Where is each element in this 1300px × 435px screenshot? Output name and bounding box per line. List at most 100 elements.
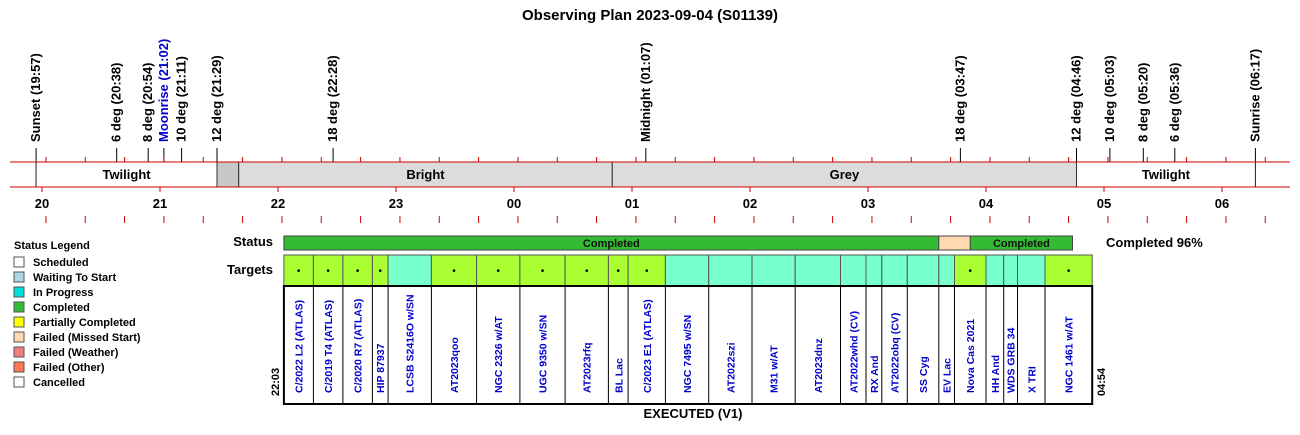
target-block <box>1003 254 1019 287</box>
target-name: AT2023rfq <box>582 342 594 393</box>
event-label: 6 deg (05:36) <box>1167 63 1182 142</box>
event-label: Sunrise (06:17) <box>1247 49 1262 142</box>
target-name: X TRI <box>1026 366 1038 393</box>
legend-label: In Progress <box>33 287 94 299</box>
target-marker: • <box>326 266 330 277</box>
legend-swatch <box>13 316 25 328</box>
period-band <box>216 161 240 188</box>
period-label: Grey <box>830 167 860 182</box>
targets-row-label: Targets <box>227 262 273 277</box>
status-segment-label: Completed <box>993 238 1050 250</box>
legend-swatch <box>13 361 25 373</box>
target-name: C/2022 L2 (ATLAS) <box>294 300 306 393</box>
target-name: NGC 1461 w/AT <box>1064 316 1076 393</box>
target-marker: • <box>452 266 456 277</box>
period-label: Bright <box>406 167 445 182</box>
target-block <box>751 254 796 287</box>
target-block <box>938 254 955 287</box>
target-marker: • <box>1067 266 1071 277</box>
target-marker: • <box>645 266 649 277</box>
target-block <box>840 254 867 287</box>
target-name: LCSB S2416O w/SN <box>405 294 417 393</box>
legend-label: Waiting To Start <box>33 272 116 284</box>
target-block <box>1044 254 1093 287</box>
hour-label: 22 <box>271 196 285 211</box>
target-block <box>1017 254 1046 287</box>
target-name: C/2023 E1 (ATLAS) <box>642 299 654 393</box>
sky-periods: Twilight Bright Grey Twilight <box>10 157 1290 188</box>
target-block <box>881 254 908 287</box>
target-name: EV Lac <box>942 358 954 393</box>
target-name: HH And <box>990 355 1002 393</box>
target-marker: • <box>356 266 360 277</box>
target-block <box>387 254 432 287</box>
status-segment-label: Completed <box>583 238 640 250</box>
legend-label: Completed <box>33 302 90 314</box>
target-marker: • <box>541 266 545 277</box>
legend-swatch <box>13 286 25 298</box>
event-label: 8 deg (20:54) <box>140 63 155 142</box>
target-block <box>906 254 940 287</box>
legend-swatch <box>13 376 25 388</box>
hour-label: 21 <box>153 196 167 211</box>
hour-label: 00 <box>507 196 521 211</box>
target-name: AT2022obq (CV) <box>890 313 902 393</box>
target-block <box>985 254 1005 287</box>
hour-label: 01 <box>625 196 639 211</box>
target-marker: • <box>616 266 620 277</box>
target-name: RX And <box>869 355 881 393</box>
legend-label: Scheduled <box>33 257 89 269</box>
hour-label: 06 <box>1215 196 1229 211</box>
target-block <box>476 254 521 287</box>
event-label: 10 deg (21:11) <box>174 56 189 142</box>
status-row: Status Completed Completed Completed 96% <box>233 234 1203 251</box>
chart-title: Observing Plan 2023-09-04 (S01139) <box>522 7 778 24</box>
hour-label: 05 <box>1097 196 1111 211</box>
legend-title: Status Legend <box>14 240 90 252</box>
event-label: Moonrise (21:02) <box>156 39 171 142</box>
legend-swatch <box>13 346 25 358</box>
status-summary: Completed 96% <box>1106 235 1203 250</box>
plan-end-time: 04:54 <box>1096 367 1108 396</box>
hour-axis: 20 21 22 23 00 01 02 03 04 05 06 <box>35 187 1266 223</box>
hour-label: 20 <box>35 196 49 211</box>
target-block <box>865 254 883 287</box>
target-block <box>664 254 710 287</box>
hour-label: 23 <box>389 196 403 211</box>
event-label: 12 deg (21:29) <box>209 55 224 142</box>
target-name: AT2023dnz <box>813 338 825 393</box>
legend-swatch <box>13 301 25 313</box>
legend-swatch <box>13 271 25 283</box>
targets-row: Targets • C/2022 L2 (ATLAS) • C/2019 T4 (ATL… <box>227 254 1108 405</box>
event-markers: Sunset (19:57) 6 deg (20:38) 8 deg (20:54)… <box>28 39 1262 187</box>
period-label: Twilight <box>1142 167 1191 182</box>
target-name: BL Lac <box>613 358 625 393</box>
legend-label: Cancelled <box>33 377 85 389</box>
target-name: Nova Cas 2021 <box>965 319 977 393</box>
event-label: 12 deg (04:46) <box>1069 55 1084 142</box>
event-label: Sunset (19:57) <box>28 53 43 142</box>
target-name: AT2022whd (CV) <box>848 311 860 393</box>
target-name: AT2022szi <box>725 342 737 393</box>
target-marker: • <box>297 266 301 277</box>
target-name: C/2019 T4 (ATLAS) <box>323 300 335 393</box>
status-row-label: Status <box>233 234 273 249</box>
target-block <box>708 254 753 287</box>
event-label: Midnight (01:07) <box>638 42 653 142</box>
legend-label: Failed (Weather) <box>33 347 119 359</box>
status-segment <box>969 235 1073 251</box>
event-label: 6 deg (20:38) <box>109 63 124 142</box>
target-name: NGC 7495 w/SN <box>682 315 694 393</box>
period-band <box>238 161 613 188</box>
target-block <box>794 254 842 287</box>
target-name: HIP 87937 <box>375 343 387 393</box>
target-name: WDS GRB 34 <box>1006 327 1018 393</box>
footer-label: EXECUTED (V1) <box>644 406 743 421</box>
legend-label: Failed (Other) <box>33 362 105 374</box>
target-block <box>430 254 478 287</box>
plan-start-time: 22:03 <box>270 368 282 396</box>
target-name: AT2023qoo <box>449 337 461 393</box>
hour-label: 02 <box>743 196 757 211</box>
